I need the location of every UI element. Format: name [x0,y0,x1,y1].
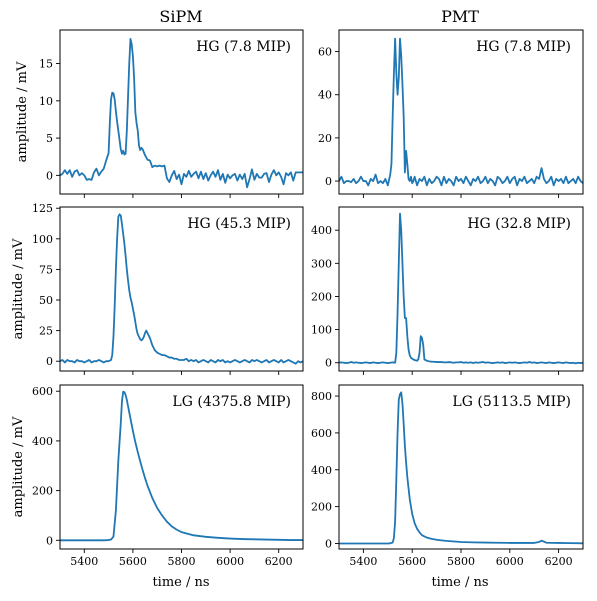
y-tick-label: 400 [311,464,332,477]
ylabel-row-3: amplitude / mV [11,416,26,517]
y-tick-label: 0 [325,175,332,188]
y-tick-label: 100 [32,233,53,246]
y-tick-label: 10 [39,95,53,108]
x-tick-label: 6200 [545,555,573,568]
x-tick-label: 5800 [168,555,196,568]
y-tick-label: 0 [46,355,53,368]
column-title-sipm: SiPM [159,7,202,26]
series-line [339,212,583,365]
x-tick-label: 5800 [447,555,475,568]
panel-annotation: LG (5113.5 MIP) [452,394,571,410]
y-tick-label: 25 [39,325,53,338]
series-line [339,37,583,187]
panel-annotation: HG (7.8 MIP) [476,39,571,55]
panel-r1-c1: 0 5 10 15 HG (7.8 MIP) [39,29,304,198]
xlabel-left: time / ns [152,575,209,590]
y-tick-label: 200 [311,290,332,303]
x-tick-label: 5600 [119,555,147,568]
y-tick-label: 40 [318,89,332,102]
y-tick-label: 20 [318,132,332,145]
y-tick-label: 100 [311,324,332,337]
y-tick-label: 400 [311,224,332,237]
panel-r2-c2: 0 100 200 300 400 HG (32.8 MIP) [311,206,584,375]
series-line [339,391,583,545]
series-line [60,38,303,189]
panel-annotation: HG (7.8 MIP) [196,39,291,55]
panels: 0 5 10 15 HG (7.8 MIP) 0 20 40 60 HG (7.8 MIP) 0 25… [32,29,584,568]
x-tick-label: 5400 [70,555,98,568]
panel-r2-c1: 0 25 50 75 100 125 HG (45.3 MIP) [32,202,304,375]
column-title-pmt: PMT [441,7,479,26]
y-tick-label: 400 [32,435,53,448]
y-tick-label: 300 [311,257,332,270]
x-tick-label: 5400 [349,555,377,568]
series-line [60,213,303,365]
x-tick-label: 6000 [496,555,524,568]
y-tick-label: 0 [46,534,53,547]
ylabel-row-1: amplitude / mV [15,61,30,162]
x-tick-label: 6000 [216,555,244,568]
panel-annotation: HG (45.3 MIP) [187,216,291,232]
y-tick-label: 15 [39,58,53,71]
panel-annotation: LG (4375.8 MIP) [172,394,291,410]
series-line [60,390,303,542]
y-tick-label: 0 [325,537,332,550]
x-tick-label: 5600 [398,555,426,568]
y-tick-label: 0 [46,169,53,182]
y-tick-label: 800 [311,390,332,403]
panel-annotation: HG (32.8 MIP) [467,216,571,232]
panel-r3-c1: 5400 5600 5800 6000 6200 0 200 400 600 LG (4375.8… [32,384,304,568]
y-tick-label: 0 [325,357,332,370]
x-tick-label: 6200 [265,555,293,568]
xlabel-right: time / ns [431,575,488,590]
y-tick-label: 600 [311,427,332,440]
panel-r1-c2: 0 20 40 60 HG (7.8 MIP) [318,29,584,198]
y-tick-label: 600 [32,385,53,398]
y-tick-label: 5 [46,132,53,145]
panel-r3-c2: 5400 5600 5800 6000 6200 0 200 400 600 800 LG (511… [311,384,584,568]
y-tick-label: 50 [39,294,53,307]
y-tick-label: 200 [32,485,53,498]
y-tick-label: 75 [39,263,53,276]
y-tick-label: 125 [32,202,53,215]
y-tick-label: 200 [311,501,332,514]
ylabel-row-2: amplitude / mV [11,238,26,339]
y-tick-label: 60 [318,46,332,59]
